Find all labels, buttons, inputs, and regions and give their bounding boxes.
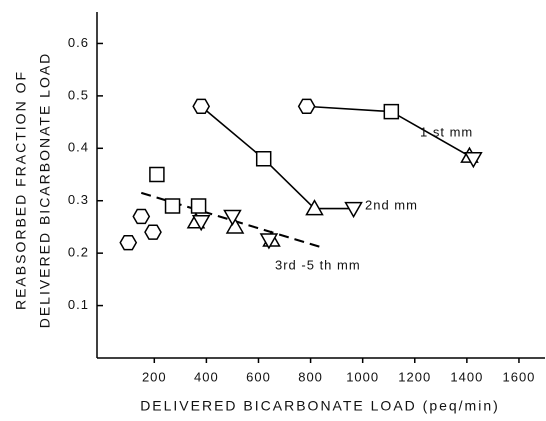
series-label: 1 st mm xyxy=(420,124,473,139)
y-axis-label: DELIVERED BICARBONATE LOAD xyxy=(37,52,53,329)
x-tick-label: 1200 xyxy=(398,369,431,384)
y-tick-label: 0.6 xyxy=(68,35,89,50)
series-label: 2nd mm xyxy=(365,197,418,212)
y-tick-label: 0.1 xyxy=(68,297,89,312)
y-tick-label: 0.3 xyxy=(68,192,89,207)
marker xyxy=(119,234,138,251)
marker xyxy=(344,201,363,219)
marker xyxy=(464,152,483,169)
marker xyxy=(223,209,242,226)
marker xyxy=(164,198,181,214)
y-axis-label: REABSORBED FRACTION OF xyxy=(13,70,29,310)
x-tick-label: 600 xyxy=(246,369,271,384)
marker xyxy=(255,151,272,167)
marker xyxy=(192,98,211,115)
marker xyxy=(149,166,165,183)
marker xyxy=(144,224,162,240)
y-tick-label: 0.5 xyxy=(68,87,89,102)
marker xyxy=(132,208,151,225)
x-tick-label: 1000 xyxy=(346,369,379,384)
marker xyxy=(191,214,211,232)
x-tick-label: 200 xyxy=(142,369,167,384)
x-tick-label: 400 xyxy=(194,369,219,384)
series-line xyxy=(200,105,354,210)
marker xyxy=(259,233,279,250)
x-axis-label: DELIVERED BICARBONATE LOAD (peq/min) xyxy=(140,398,500,414)
x-tick-label: 1400 xyxy=(450,369,483,384)
marker xyxy=(383,103,400,120)
y-tick-label: 0.2 xyxy=(68,245,89,260)
x-tick-label: 800 xyxy=(298,369,323,384)
marker xyxy=(225,217,245,234)
marker xyxy=(297,98,316,115)
marker xyxy=(190,198,207,214)
series-label: 3rd -5 th mm xyxy=(275,257,361,272)
marker xyxy=(305,199,324,216)
y-tick-label: 0.4 xyxy=(68,140,89,155)
x-tick-label: 1600 xyxy=(502,369,535,384)
